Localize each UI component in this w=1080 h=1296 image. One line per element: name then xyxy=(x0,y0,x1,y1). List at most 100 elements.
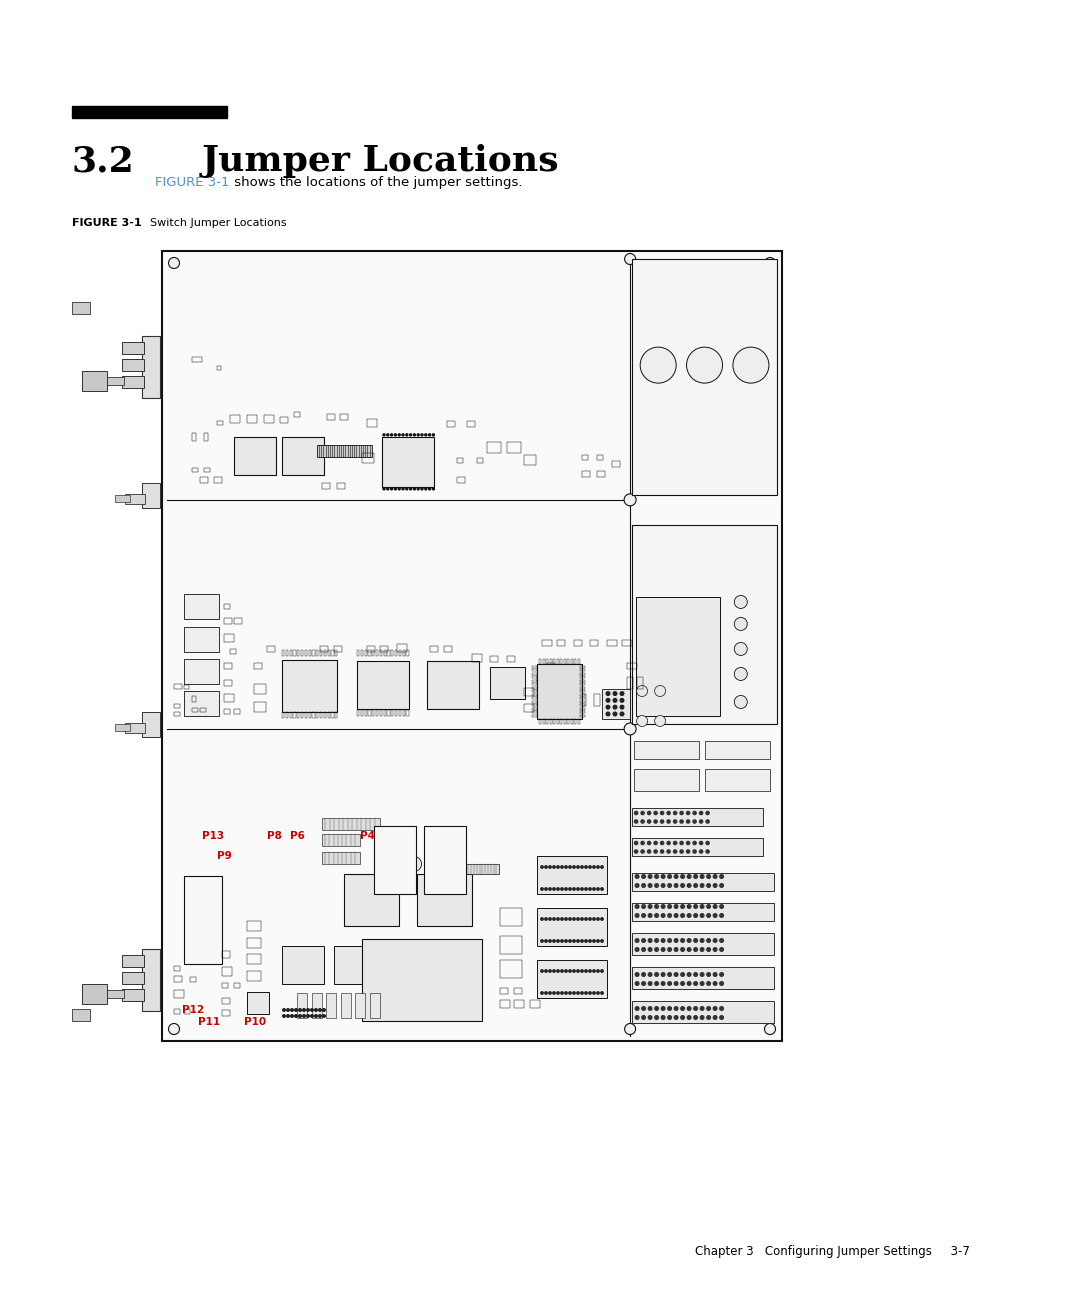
Bar xyxy=(622,640,632,645)
Bar xyxy=(234,618,242,623)
Bar xyxy=(297,713,299,718)
Circle shape xyxy=(323,1015,325,1017)
Circle shape xyxy=(661,875,665,879)
Circle shape xyxy=(572,969,576,972)
Circle shape xyxy=(299,1015,301,1017)
Circle shape xyxy=(719,973,724,976)
Circle shape xyxy=(654,973,659,976)
Circle shape xyxy=(561,940,563,942)
Circle shape xyxy=(700,981,704,985)
Circle shape xyxy=(713,947,717,951)
Text: P9: P9 xyxy=(217,851,232,861)
Bar xyxy=(632,525,777,724)
Circle shape xyxy=(544,918,548,920)
Bar xyxy=(301,713,303,718)
Circle shape xyxy=(719,914,724,918)
Bar xyxy=(254,702,266,712)
Circle shape xyxy=(700,905,704,908)
Circle shape xyxy=(387,434,389,435)
Bar xyxy=(380,710,382,715)
Bar xyxy=(282,660,337,712)
Circle shape xyxy=(589,969,591,972)
Circle shape xyxy=(661,841,664,845)
Bar xyxy=(373,710,375,715)
Circle shape xyxy=(541,991,543,994)
Text: P8: P8 xyxy=(267,831,282,841)
Bar xyxy=(382,437,434,487)
Bar xyxy=(334,645,342,652)
Bar xyxy=(174,966,180,971)
Bar xyxy=(427,661,480,709)
Bar xyxy=(561,719,562,724)
Circle shape xyxy=(581,940,583,942)
Bar xyxy=(312,713,314,718)
Circle shape xyxy=(544,969,548,972)
Circle shape xyxy=(299,1008,301,1011)
Bar xyxy=(627,664,637,669)
Circle shape xyxy=(661,850,664,853)
Circle shape xyxy=(661,938,665,942)
Bar xyxy=(550,719,552,724)
Circle shape xyxy=(661,905,665,908)
Circle shape xyxy=(544,940,548,942)
Bar xyxy=(297,993,307,1017)
Bar xyxy=(294,651,296,656)
Bar xyxy=(327,713,329,718)
Bar xyxy=(324,651,326,656)
Bar xyxy=(580,693,584,696)
Bar xyxy=(320,713,322,718)
Circle shape xyxy=(572,866,576,868)
Circle shape xyxy=(680,914,685,918)
Circle shape xyxy=(561,969,563,972)
Circle shape xyxy=(693,973,698,976)
Circle shape xyxy=(674,938,678,942)
Circle shape xyxy=(406,487,408,490)
Circle shape xyxy=(597,940,599,942)
Circle shape xyxy=(693,938,698,942)
Bar xyxy=(327,651,329,656)
Bar xyxy=(230,415,240,422)
Bar xyxy=(406,710,408,715)
Circle shape xyxy=(553,969,555,972)
Circle shape xyxy=(569,940,571,942)
Bar xyxy=(289,651,292,656)
Circle shape xyxy=(667,811,671,815)
Bar xyxy=(309,651,311,656)
Bar xyxy=(234,982,240,988)
Bar xyxy=(320,645,328,652)
Circle shape xyxy=(569,991,571,994)
Circle shape xyxy=(661,947,665,951)
Circle shape xyxy=(700,820,703,823)
Bar xyxy=(297,651,299,656)
Bar xyxy=(305,713,307,718)
Circle shape xyxy=(541,918,543,920)
Circle shape xyxy=(648,884,652,888)
Bar xyxy=(632,933,774,955)
Circle shape xyxy=(733,347,769,384)
Bar xyxy=(82,371,107,391)
Circle shape xyxy=(584,918,588,920)
Circle shape xyxy=(565,888,567,890)
Circle shape xyxy=(544,991,548,994)
Circle shape xyxy=(383,487,384,490)
Bar xyxy=(395,651,397,656)
Bar xyxy=(532,701,537,702)
Circle shape xyxy=(654,905,659,908)
Circle shape xyxy=(635,884,639,888)
Bar xyxy=(141,483,160,508)
Circle shape xyxy=(319,1015,322,1017)
Circle shape xyxy=(680,905,685,908)
Bar xyxy=(224,709,230,714)
Circle shape xyxy=(674,850,677,853)
Bar xyxy=(500,936,522,954)
Circle shape xyxy=(687,875,691,879)
Circle shape xyxy=(561,866,563,868)
Bar xyxy=(247,938,261,947)
Bar xyxy=(362,452,374,463)
Bar xyxy=(322,483,330,489)
Bar xyxy=(192,433,195,441)
Bar xyxy=(376,710,378,715)
Bar xyxy=(537,664,582,719)
Bar xyxy=(582,470,590,477)
Bar xyxy=(457,457,463,463)
